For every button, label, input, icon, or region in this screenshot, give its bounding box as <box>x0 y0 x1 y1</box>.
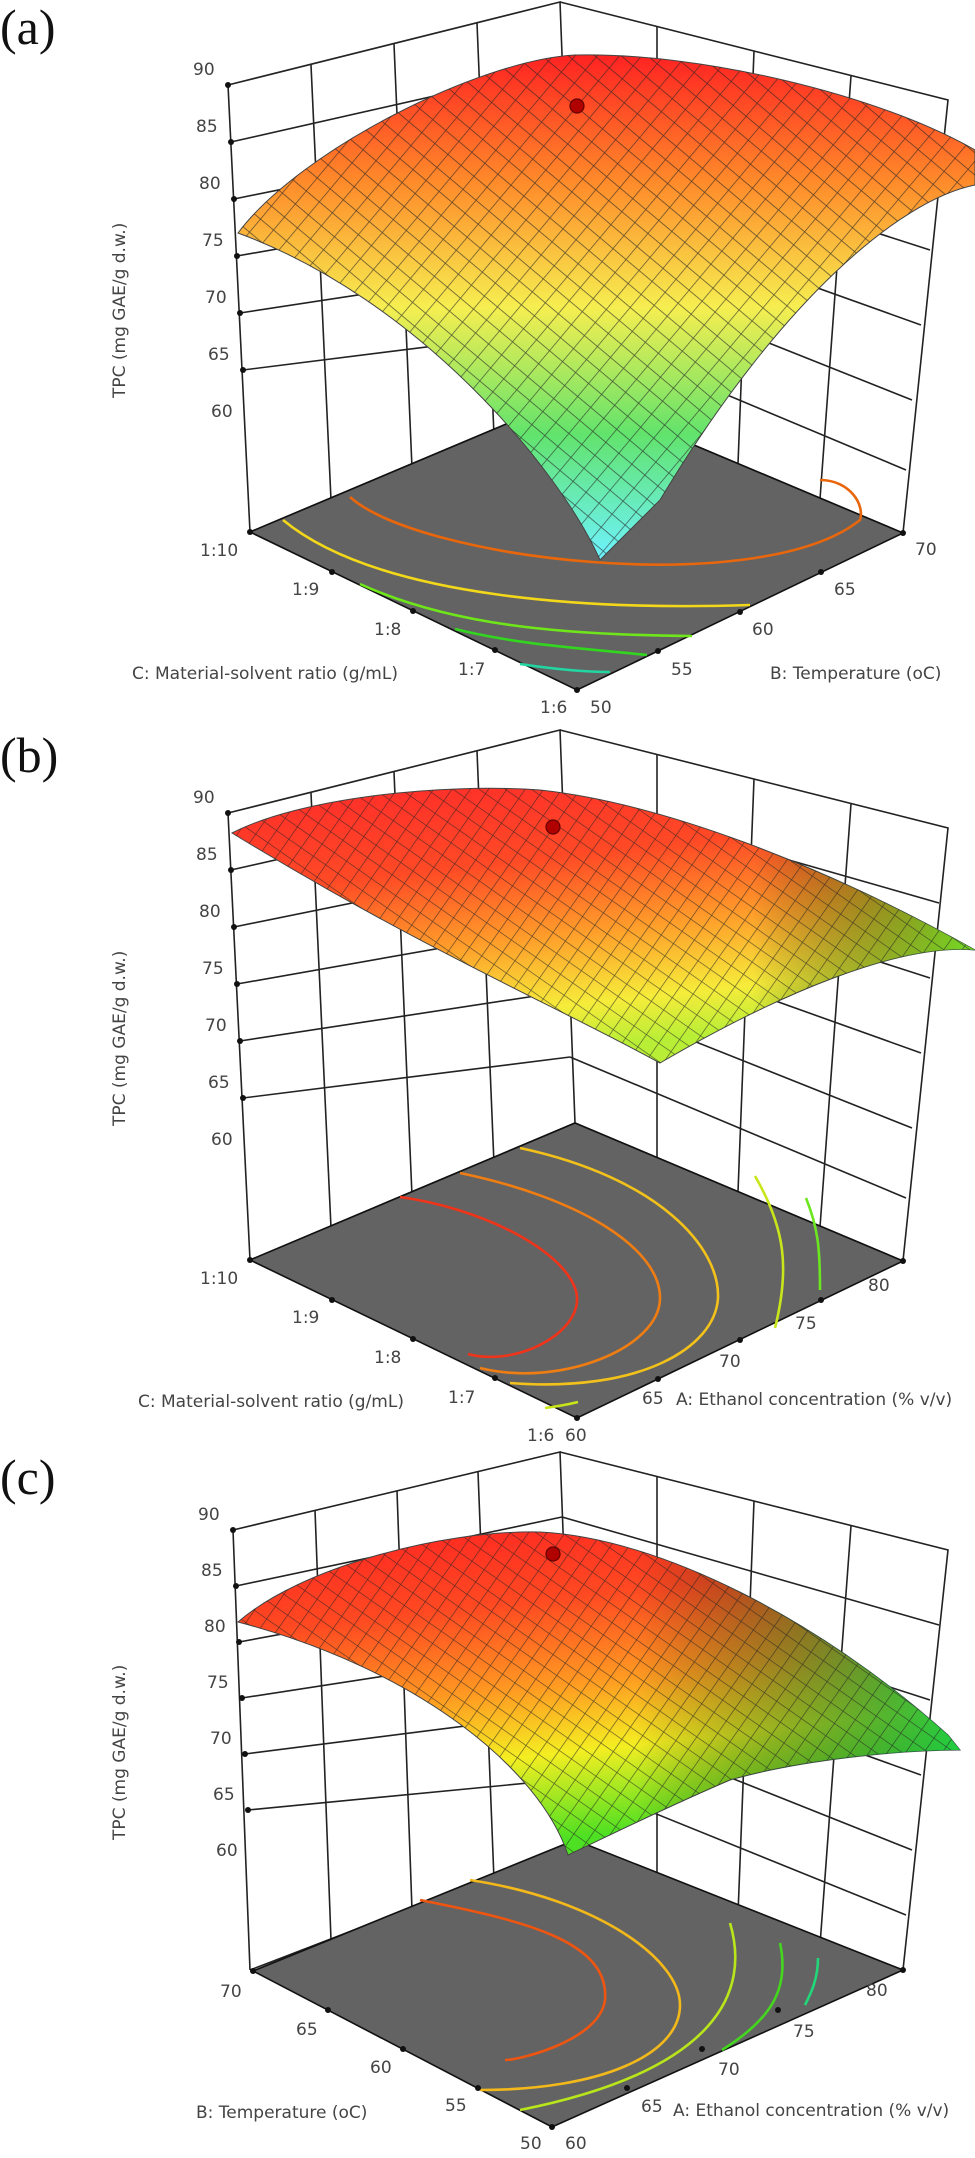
z-tick: 75 <box>202 231 224 251</box>
x-tick: 55 <box>445 2096 467 2116</box>
contours-c <box>419 1878 820 2112</box>
z-tick: 60 <box>211 1130 233 1150</box>
x-tick: 1:6 <box>540 698 568 718</box>
x-tick: 70 <box>220 1982 242 2002</box>
x-tick: 1:7 <box>458 660 486 680</box>
panel-a: (a) <box>0 0 975 720</box>
y-tick: 60 <box>565 2134 587 2154</box>
y-tick: 65 <box>642 1389 664 1409</box>
x-tick: 1:10 <box>200 1269 239 1289</box>
floor-b <box>248 1122 905 1419</box>
panel-b: (b) <box>0 728 975 1448</box>
x-axis-title-c: B: Temperature (oC) <box>196 2103 368 2123</box>
x-tick: 65 <box>296 2020 318 2040</box>
y-axis-title-b: A: Ethanol concentration (% v/v) <box>676 1390 953 1410</box>
z-tick: 85 <box>201 1561 223 1581</box>
z-axis-title-c: TPC (mg GAE/g d.w.) <box>110 1664 130 1840</box>
z-tick: 75 <box>207 1673 229 1693</box>
x-tick: 1:7 <box>448 1388 476 1408</box>
x-tick: 1:9 <box>292 580 320 600</box>
y-tick: 80 <box>866 1981 888 2001</box>
y-tick: 75 <box>793 2022 815 2042</box>
floor-c <box>251 1839 906 2128</box>
y-axis-title-c: A: Ethanol concentration (% v/v) <box>673 2101 950 2121</box>
surface-plot-c <box>230 1450 962 2130</box>
z-tick: 80 <box>199 174 221 194</box>
design-point-c <box>545 1546 561 1562</box>
y-tick: 75 <box>795 1314 817 1334</box>
surface-plot-a <box>225 0 975 693</box>
z-tick: 65 <box>213 1785 235 1805</box>
z-tick: 60 <box>211 402 233 422</box>
y-axis-title-a: B: Temperature (oC) <box>770 664 942 684</box>
x-axis-title-b: C: Material-solvent ratio (g/mL) <box>138 1392 404 1412</box>
contours-a <box>282 478 863 674</box>
y-tick: 70 <box>718 2060 740 2080</box>
y-tick: 80 <box>868 1276 890 1296</box>
y-tick: 70 <box>719 1352 741 1372</box>
panel-label-a: (a) <box>0 0 56 55</box>
y-tick: 50 <box>590 698 612 718</box>
z-tick: 85 <box>196 845 218 865</box>
z-tick: 70 <box>205 288 227 308</box>
z-tick: 65 <box>208 345 230 365</box>
y-tick: 70 <box>915 540 937 560</box>
y-tick: 65 <box>641 2097 663 2117</box>
surface-plot-b <box>225 728 975 1421</box>
panel-c: (c) <box>0 1450 975 2158</box>
z-tick: 80 <box>204 1617 226 1637</box>
design-point-a <box>569 98 585 114</box>
contours-b <box>399 1146 822 1410</box>
z-tick: 90 <box>193 788 215 808</box>
y-tick: 60 <box>565 1426 587 1446</box>
z-tick: 80 <box>199 902 221 922</box>
x-axis-title-a: C: Material-solvent ratio (g/mL) <box>132 664 398 684</box>
x-tick: 1:10 <box>200 541 239 561</box>
z-axis-title-a: TPC (mg GAE/g d.w.) <box>110 222 130 398</box>
x-tick: 1:8 <box>374 620 402 640</box>
panel-label-b: (b) <box>0 727 59 783</box>
z-tick: 70 <box>210 1729 232 1749</box>
z-axis-title-b: TPC (mg GAE/g d.w.) <box>110 950 130 1126</box>
design-point-b <box>545 819 561 835</box>
x-tick: 1:8 <box>374 1348 402 1368</box>
z-tick: 65 <box>208 1073 230 1093</box>
z-tick: 90 <box>193 60 215 80</box>
y-tick: 60 <box>752 620 774 640</box>
x-tick: 1:9 <box>292 1308 320 1328</box>
z-tick: 75 <box>202 959 224 979</box>
x-tick: 50 <box>520 2134 542 2154</box>
z-tick: 60 <box>216 1841 238 1861</box>
x-tick: 1:6 <box>527 1426 555 1446</box>
z-tick: 90 <box>198 1505 220 1525</box>
y-tick: 65 <box>834 580 856 600</box>
x-tick: 60 <box>370 2058 392 2078</box>
z-tick: 85 <box>196 117 218 137</box>
panel-label-c: (c) <box>0 1449 56 1505</box>
z-tick: 70 <box>205 1016 227 1036</box>
y-tick: 55 <box>671 660 693 680</box>
